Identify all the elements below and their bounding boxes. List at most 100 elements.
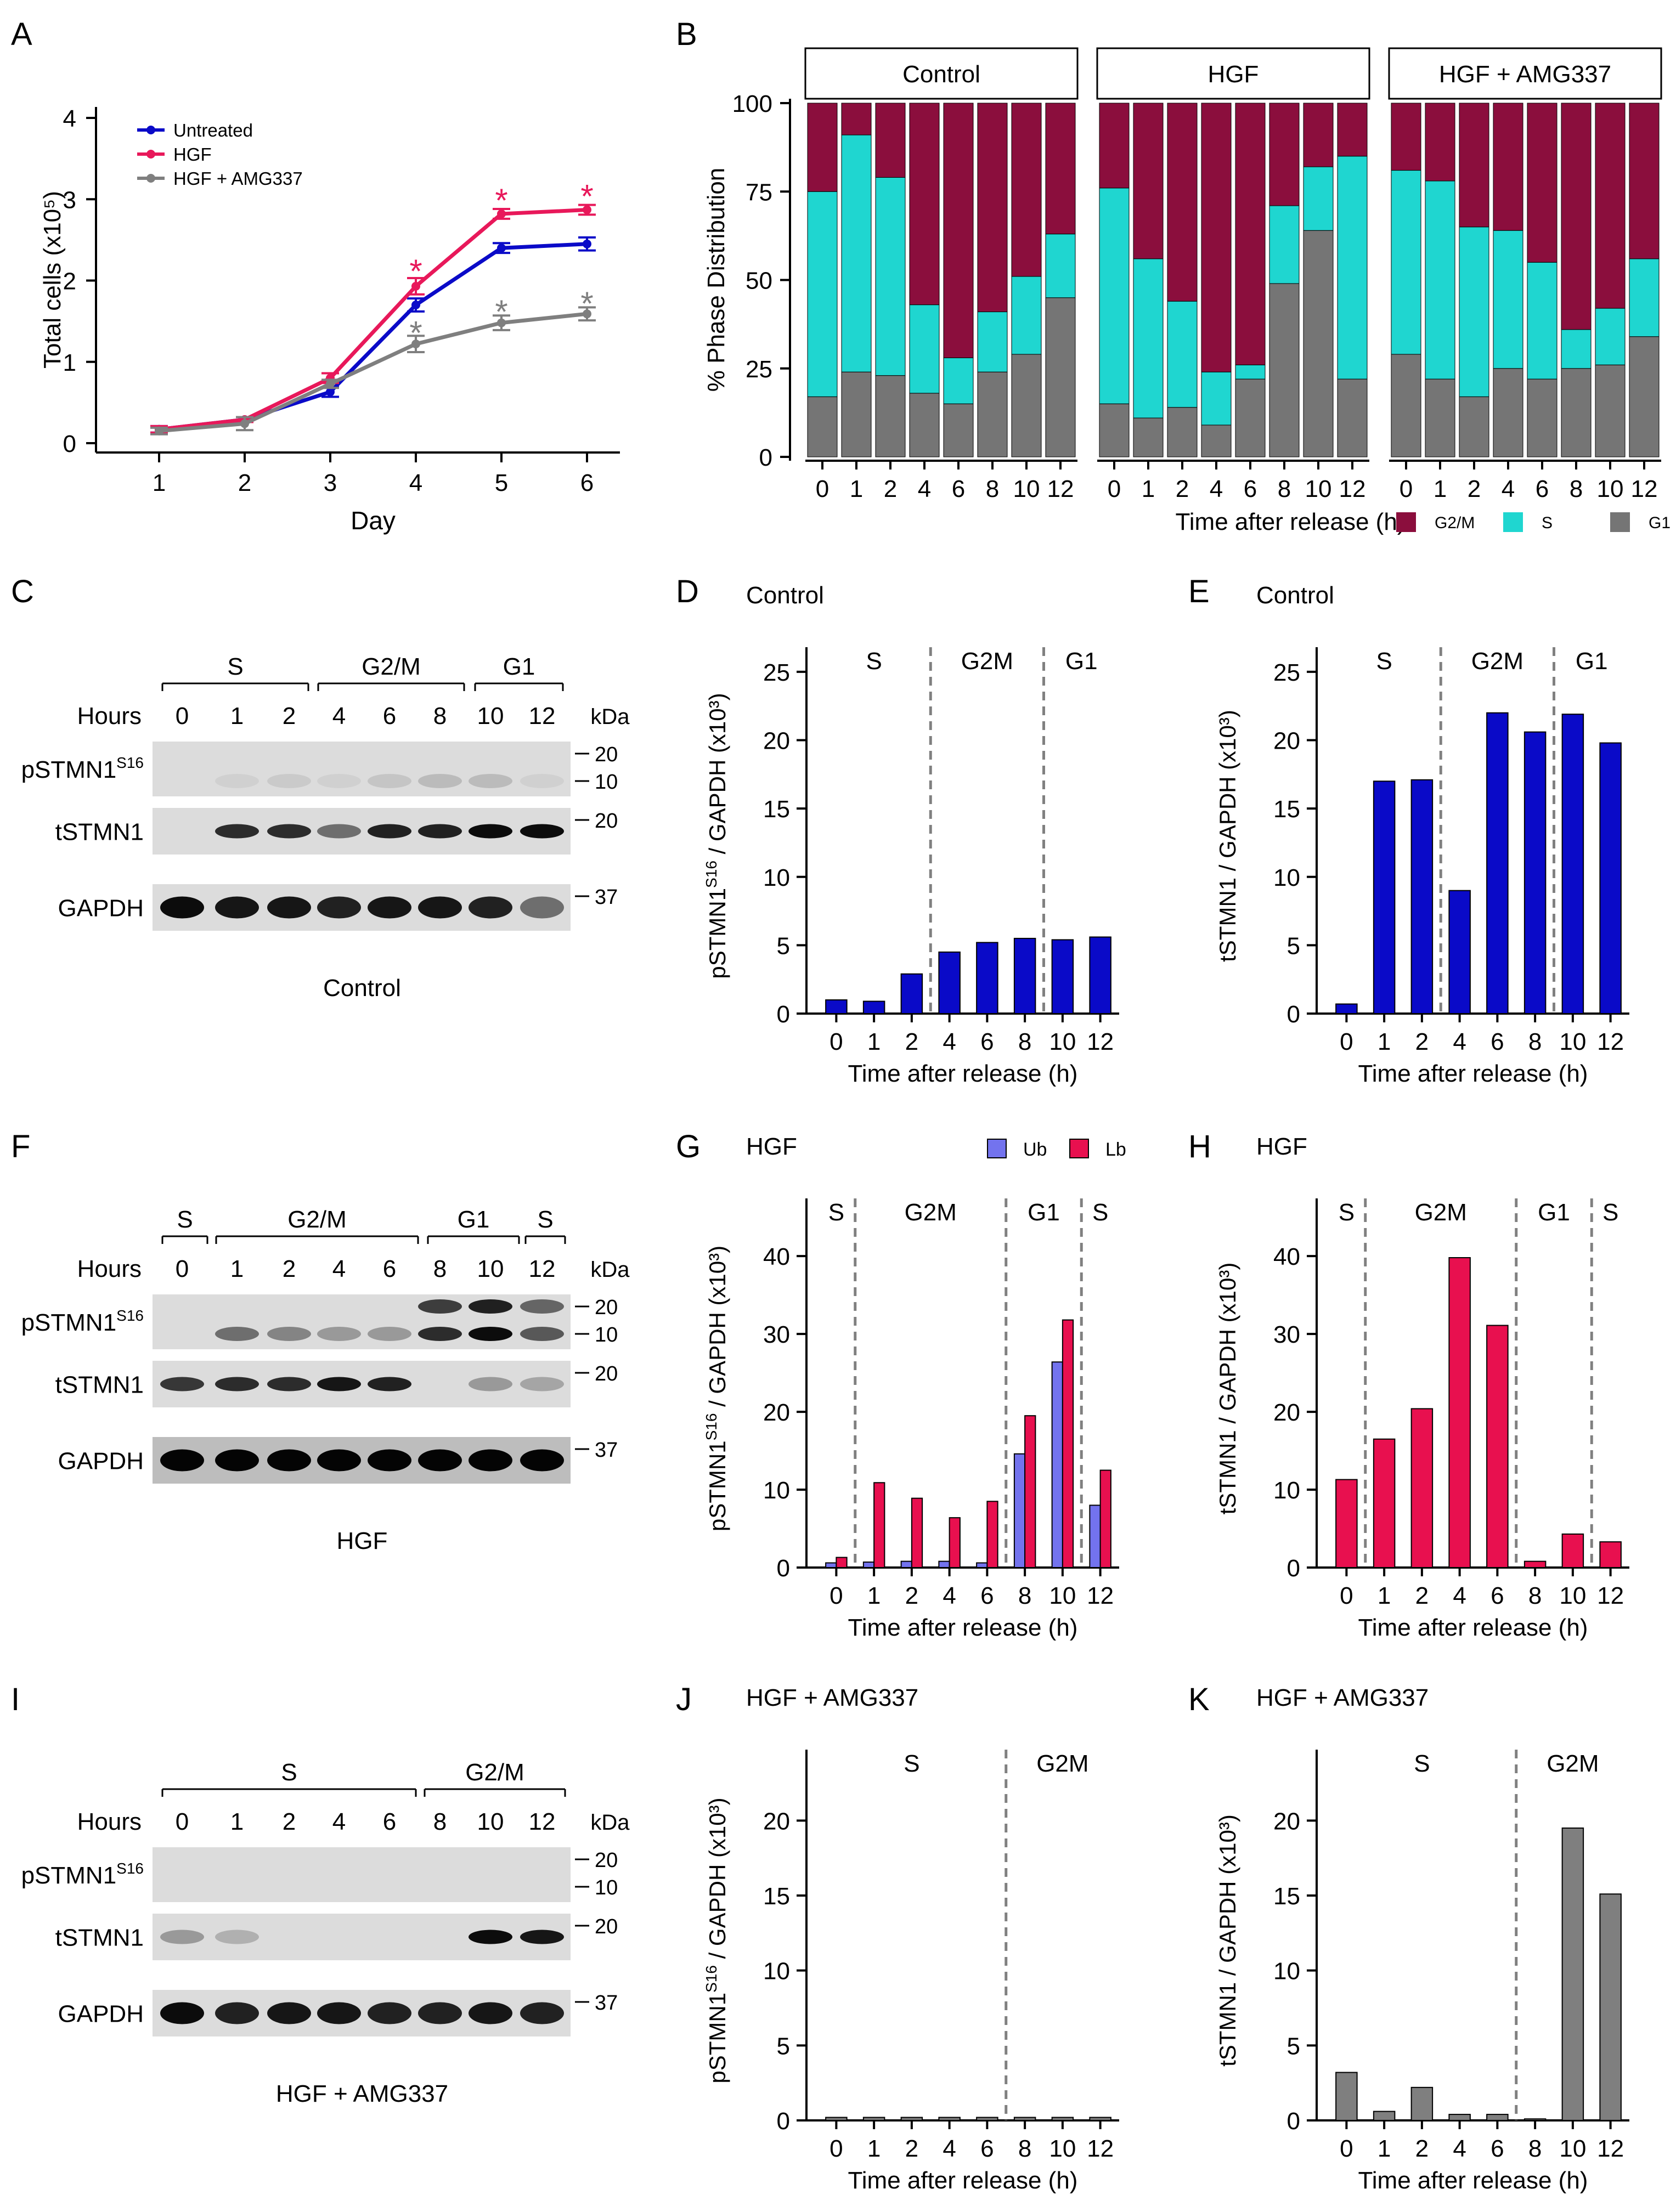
blot-marker-label: 10 (595, 771, 618, 794)
b-bar-s (1269, 205, 1300, 284)
G-x-tick-label: 4 (943, 1582, 956, 1609)
a-legend-marker (146, 126, 155, 134)
panel-letter-H: H (1188, 1129, 1211, 1164)
K-y-axis-label: tSTMN1 / GAPDH (x10³) (1215, 1814, 1240, 2067)
a-data-point (411, 340, 420, 349)
blot-marker-label: 20 (595, 1915, 618, 1938)
J-x-tick-label: 2 (905, 2135, 918, 2162)
blot-band (317, 1449, 361, 1472)
E-x-tick-label: 4 (1453, 1028, 1466, 1055)
J-y-tick-label: 10 (763, 1958, 790, 1985)
D-bar (862, 1000, 885, 1014)
E-y-axis-label: tSTMN1 / GAPDH (x10³) (1215, 710, 1240, 962)
blot-band (520, 1930, 564, 1944)
blot-hour-label: 0 (176, 703, 189, 729)
G-bar-Ub (862, 1562, 875, 1568)
b-bar-g2m (909, 103, 940, 306)
D-bar (938, 951, 961, 1015)
G-bar-Lb (911, 1497, 923, 1568)
D-x-tick-label: 2 (905, 1028, 918, 1055)
blot-band (418, 2002, 462, 2024)
blot-hour-label: 8 (433, 1808, 447, 1835)
b-bar-s (1337, 156, 1368, 380)
E-chart-title: Control (1256, 582, 1334, 609)
D-phase-label: S (866, 648, 882, 675)
blot-phase-label: S (281, 1759, 297, 1786)
H-y-tick-label: 20 (1273, 1399, 1300, 1426)
b-bar-g2m (1269, 103, 1300, 206)
K-chart-title: HGF + AMG337 (1256, 1684, 1429, 1711)
blot-band (520, 1327, 564, 1341)
b-bar-s (1167, 301, 1198, 408)
b-bar-s (1527, 262, 1558, 380)
E-x-tick-label: 0 (1340, 1028, 1353, 1055)
b-y-axis-label: % Phase Distribution (703, 168, 730, 392)
blot-band (469, 1377, 512, 1391)
b-bar-s (1201, 371, 1232, 426)
blot-band (215, 2002, 259, 2024)
J-x-tick-label: 10 (1049, 2135, 1076, 2162)
b-bar-g2m (1045, 103, 1076, 235)
H-y-axis-label: tSTMN1 / GAPDH (x10³) (1215, 1263, 1240, 1515)
D-y-tick-label: 15 (763, 796, 790, 823)
D-x-axis-label: Time after release (h) (848, 1060, 1078, 1087)
H-x-tick-label: 0 (1340, 1582, 1353, 1609)
b-y-tick-label: 50 (746, 268, 772, 295)
blot-band (267, 896, 311, 919)
b-x-tick-label: 4 (1210, 476, 1223, 502)
a-data-point (497, 209, 506, 218)
blot-hour-label: 10 (477, 1255, 504, 1282)
blot-band (520, 824, 564, 839)
blot-band (317, 774, 361, 788)
D-bar (900, 973, 923, 1014)
b-bar-g2m (841, 103, 872, 135)
D-bar (825, 999, 848, 1014)
blot-row-label: pSTMN1S16 (21, 1307, 144, 1336)
blot-hours-label: Hours (77, 703, 142, 729)
G-x-tick-label: 8 (1018, 1582, 1031, 1609)
blot-band (267, 774, 311, 788)
G-bar-Lb (949, 1517, 961, 1568)
b-bar-g1 (1425, 378, 1455, 457)
blot-phase-label: G2/M (287, 1206, 347, 1233)
H-phase-label: S (1602, 1199, 1618, 1226)
a-legend-marker (146, 150, 155, 159)
blot-band (160, 896, 204, 919)
a-x-tick-label: 1 (153, 469, 166, 496)
a-data-point (583, 205, 591, 214)
G-bar-Ub (976, 1562, 988, 1569)
J-bar (862, 2117, 885, 2122)
a-significance-star: * (580, 178, 593, 214)
J-chart-title: HGF + AMG337 (746, 1684, 918, 1711)
b-x-tick-label: 8 (1278, 476, 1291, 502)
K-x-tick-label: 1 (1378, 2135, 1391, 2162)
b-x-tick-label: 8 (986, 476, 999, 502)
blot-band (368, 1327, 411, 1341)
b-x-tick-label: 12 (1339, 476, 1366, 502)
b-legend-label: S (1542, 514, 1553, 532)
K-bar (1599, 1893, 1622, 2121)
D-x-tick-label: 0 (829, 1028, 843, 1055)
panel-letter-J: J (676, 1682, 692, 1717)
a-legend-label: HGF + AMG337 (173, 168, 303, 189)
D-bar (1013, 937, 1036, 1015)
H-chart-title: HGF (1256, 1133, 1307, 1160)
b-bar-s (1595, 308, 1626, 365)
blot-band (317, 1327, 361, 1341)
G-x-axis-label: Time after release (h) (848, 1614, 1078, 1641)
blot-hour-label: 4 (332, 1808, 346, 1835)
blot-phase-label: S (227, 653, 243, 680)
G-phase-label: S (1092, 1199, 1108, 1226)
E-x-tick-label: 12 (1597, 1028, 1624, 1055)
blot-caption: HGF + AMG337 (276, 2080, 448, 2107)
blot-band (520, 1377, 564, 1391)
E-bar (1599, 742, 1622, 1014)
K-x-axis-label: Time after release (h) (1358, 2167, 1588, 2194)
K-x-tick-label: 4 (1453, 2135, 1466, 2162)
blot-band (317, 824, 361, 839)
a-legend-label: Untreated (173, 120, 253, 140)
a-y-tick-label: 3 (63, 186, 76, 213)
